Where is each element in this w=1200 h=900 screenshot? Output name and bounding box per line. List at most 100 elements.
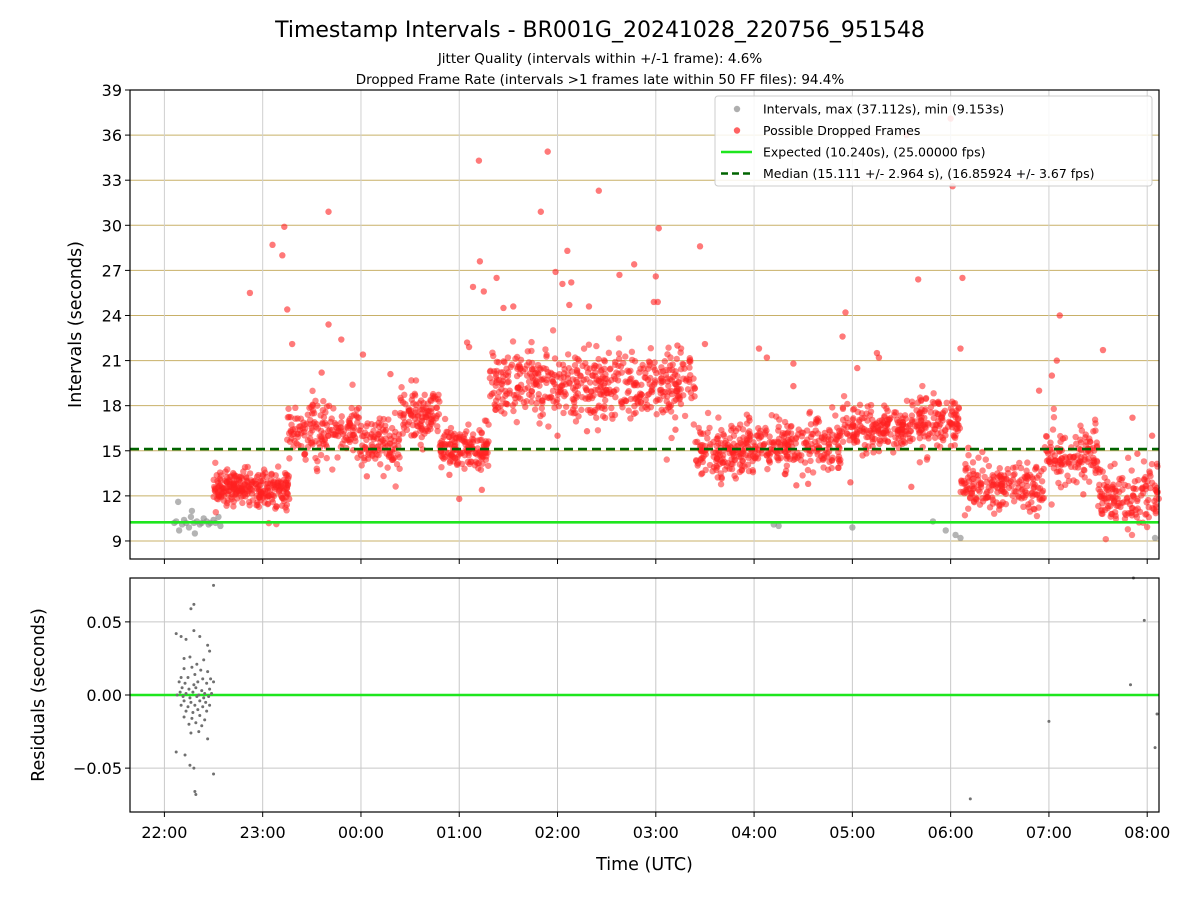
- dropped-frame-point: [1058, 454, 1066, 462]
- intervals-axis-ticks: 9 12 15 18 21 24 27 30 33 36 39: [102, 81, 1148, 564]
- dropped-frame-point: [828, 456, 836, 464]
- residual-point: [212, 583, 216, 587]
- dropped-frame-point: [775, 427, 782, 434]
- dropped-frame-point: [605, 349, 613, 357]
- dropped-frame-point: [655, 225, 662, 232]
- dropped-frame-point: [270, 492, 278, 500]
- residual-point: [1155, 712, 1159, 716]
- dropped-frame-point: [525, 378, 533, 385]
- dropped-frame-point: [325, 321, 332, 328]
- dropped-frame-point: [420, 399, 427, 407]
- dropped-frame-point: [368, 441, 375, 448]
- dropped-frame-point: [667, 408, 675, 415]
- dropped-frame-point: [782, 470, 789, 478]
- dropped-frame-point: [377, 438, 384, 445]
- dropped-frame-point: [357, 422, 365, 430]
- dropped-frame-point: [638, 391, 645, 398]
- dropped-frame-point: [320, 430, 327, 437]
- residual-point: [212, 772, 216, 776]
- dropped-frame-point: [380, 415, 387, 423]
- dropped-frame-point: [979, 467, 986, 474]
- dropped-frame-point: [259, 488, 267, 495]
- dropped-frame-point: [319, 419, 326, 427]
- dropped-frame-point: [246, 289, 254, 297]
- dropped-frame-point: [713, 462, 720, 470]
- dropped-frame-point: [504, 372, 512, 379]
- residual-point: [178, 690, 182, 694]
- dropped-frame-point: [972, 494, 980, 501]
- residual-point: [192, 766, 196, 770]
- dropped-frame-point: [604, 390, 611, 397]
- dropped-frame-point: [793, 482, 800, 489]
- dropped-frame-point: [673, 387, 681, 395]
- dropped-frame-point: [788, 430, 795, 437]
- dropped-frame-point: [995, 506, 1003, 513]
- dropped-frame-point: [715, 414, 722, 421]
- dropped-frame-point: [1145, 496, 1152, 504]
- dropped-frame-point: [375, 451, 382, 459]
- dropped-frame-point: [292, 404, 299, 412]
- dropped-frame-point: [754, 455, 762, 462]
- dropped-frame-point: [881, 437, 888, 444]
- interval-point: [174, 498, 182, 506]
- dropped-frame-point: [625, 387, 632, 395]
- dropped-frame-point: [218, 483, 225, 491]
- dropped-frame-point: [325, 208, 332, 215]
- dropped-frame-point: [279, 252, 286, 259]
- dropped-frame-point: [490, 352, 497, 360]
- legend-label: Expected (10.240s), (25.00000 fps): [763, 145, 985, 160]
- intervals-series: [171, 115, 1163, 543]
- dropped-frame-point: [778, 432, 786, 439]
- dropped-frame-point: [1105, 494, 1112, 502]
- residual-point: [193, 703, 197, 707]
- residual-point: [188, 763, 192, 767]
- dropped-frame-point: [353, 406, 361, 413]
- dropped-frame-point: [301, 450, 309, 457]
- dropped-frame-point: [531, 406, 539, 413]
- dropped-frame-point: [465, 449, 473, 456]
- dropped-frame-point: [850, 422, 857, 430]
- dropped-frame-point: [1129, 414, 1136, 421]
- residual-point: [184, 692, 188, 696]
- dropped-frame-point: [615, 370, 622, 378]
- dropped-frame-point: [1130, 485, 1137, 492]
- dropped-frame-point: [919, 382, 926, 390]
- x-tick-label: 02:00: [534, 823, 580, 842]
- dropped-frame-point: [318, 369, 325, 376]
- dropped-frame-point: [332, 431, 339, 438]
- dropped-frame-point: [1077, 422, 1084, 429]
- dropped-frame-point: [1124, 482, 1132, 490]
- dropped-frame-point: [986, 504, 994, 511]
- dropped-frame-point: [428, 408, 435, 415]
- dropped-frame-point: [1011, 488, 1018, 495]
- dropped-frame-point: [246, 502, 253, 509]
- dropped-frame-point: [835, 457, 843, 465]
- dropped-frame-point: [501, 359, 508, 366]
- residual-point: [179, 703, 183, 707]
- dropped-frame-point: [514, 363, 521, 371]
- dropped-frame-point: [1124, 526, 1132, 533]
- dropped-frame-point: [1124, 454, 1132, 462]
- dropped-frame-point: [1017, 464, 1025, 472]
- dropped-frame-point: [559, 280, 566, 288]
- dropped-frame-point: [979, 498, 987, 505]
- x-tick-label: 07:00: [1026, 823, 1072, 842]
- legend-label: Median (15.111 +/- 2.964 s), (16.85924 +…: [763, 166, 1094, 181]
- dropped-frame-point: [976, 488, 983, 495]
- dropped-frame-point: [469, 431, 477, 438]
- dropped-frame-point: [317, 451, 325, 459]
- dropped-frame-point: [465, 343, 473, 351]
- interval-point: [187, 513, 195, 521]
- interval-point: [957, 534, 964, 542]
- y-tick-label: 9: [112, 532, 122, 551]
- dropped-frame-point: [547, 393, 554, 400]
- dropped-frame-point: [686, 364, 693, 371]
- residual-point: [179, 675, 183, 679]
- dropped-frame-point: [671, 414, 679, 421]
- dropped-frame-point: [399, 399, 407, 406]
- dropped-frame-point: [334, 454, 341, 461]
- dropped-frame-point: [544, 148, 551, 155]
- dropped-frame-point: [358, 462, 365, 469]
- dropped-frame-point: [566, 379, 573, 386]
